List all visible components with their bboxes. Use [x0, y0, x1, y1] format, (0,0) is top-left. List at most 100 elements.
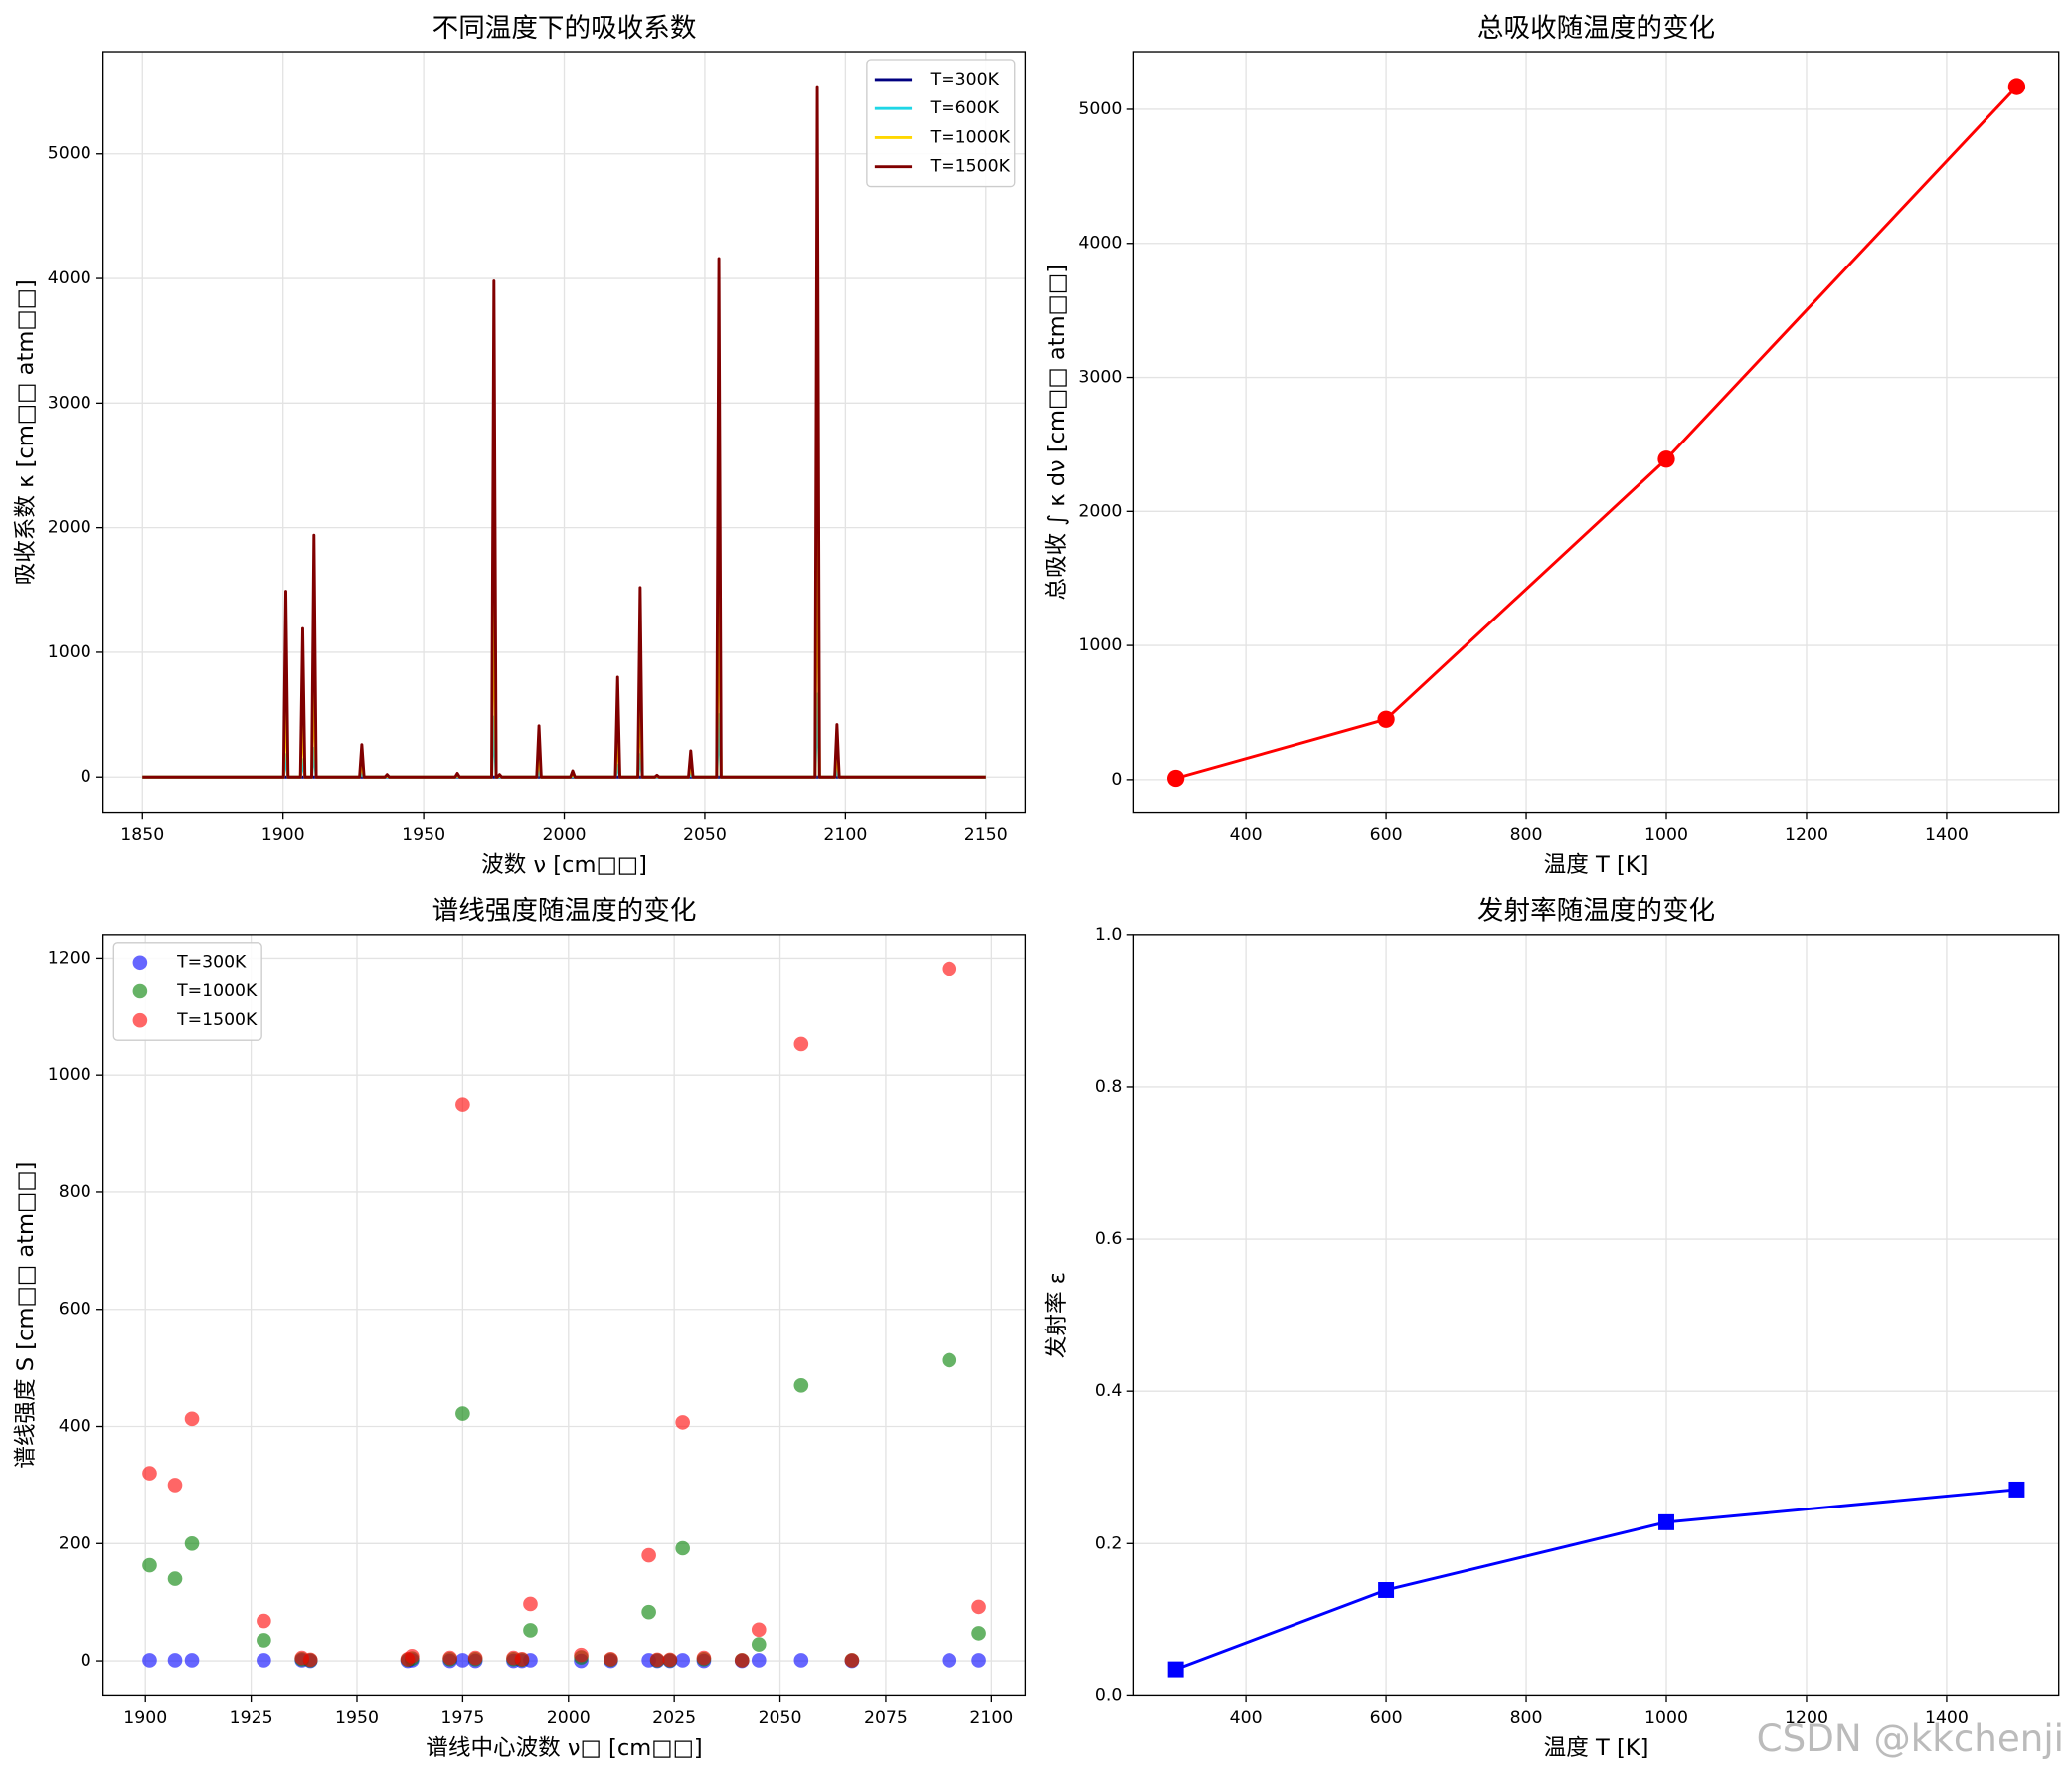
- plot-frame: [102, 51, 1027, 814]
- scatter-point: [455, 1097, 470, 1112]
- x-tick-label: 1850: [120, 825, 164, 845]
- x-tick-label: 800: [1510, 825, 1543, 845]
- y-tick-label: 4000: [48, 268, 91, 288]
- marker: [1377, 710, 1395, 728]
- data-line: [1175, 1488, 2017, 1671]
- marker: [1378, 1582, 1395, 1598]
- x-tick-label: 1400: [1925, 1708, 1969, 1728]
- y-axis-label: 总吸收 ∫ κ dν [cm□□ atm□□]: [1044, 265, 1070, 601]
- x-tick-label: 1975: [440, 1708, 484, 1728]
- x-tick-label: 2100: [823, 825, 867, 845]
- x-tick-label: 1900: [123, 1708, 167, 1728]
- y-tick-label: 1000: [48, 1065, 91, 1085]
- scatter-point: [514, 1651, 530, 1667]
- marker: [2007, 78, 2026, 95]
- scatter-point: [641, 1604, 656, 1620]
- y-tick-label: 600: [59, 1300, 91, 1320]
- scatter-point: [257, 1613, 271, 1629]
- y-tick-label: 3000: [1078, 368, 1122, 388]
- scatter-point: [257, 1633, 271, 1648]
- scatter-point: [971, 1653, 986, 1668]
- scatter-point: [455, 1653, 470, 1668]
- x-tick-label: 400: [1230, 825, 1263, 845]
- y-tick-label: 1.0: [1095, 925, 1122, 945]
- y-tick-label: 0.8: [1095, 1077, 1122, 1097]
- legend-label: T=1500K: [176, 1010, 258, 1030]
- legend-label: T=1500K: [930, 157, 1011, 177]
- scatter-point: [142, 1466, 157, 1481]
- marker: [2008, 1481, 2025, 1498]
- scatter-point: [793, 1653, 809, 1668]
- x-tick-label: 1950: [335, 1708, 379, 1728]
- x-tick-label: 1900: [261, 825, 305, 845]
- x-tick-label: 2150: [964, 825, 1008, 845]
- scatter-point: [167, 1653, 183, 1668]
- scatter-point: [302, 1652, 318, 1668]
- y-tick-label: 1000: [48, 642, 91, 662]
- data-line: [142, 85, 986, 779]
- marker: [1167, 769, 1185, 788]
- y-tick-label: 4000: [1078, 234, 1122, 254]
- scatter-point: [405, 1649, 420, 1664]
- x-tick-label: 1000: [1644, 825, 1688, 845]
- x-tick-label: 1925: [230, 1708, 273, 1728]
- scatter-point: [257, 1653, 271, 1668]
- x-tick-label: 2000: [547, 1708, 591, 1728]
- legend-swatch: [132, 955, 148, 971]
- x-tick-label: 1950: [402, 825, 445, 845]
- x-axis-label: 谱线中心波数 ν□ [cm□□]: [426, 1735, 702, 1761]
- y-tick-label: 3000: [48, 393, 91, 413]
- x-tick-label: 2100: [969, 1708, 1013, 1728]
- scatter-point: [793, 1377, 809, 1393]
- scatter-point: [844, 1653, 860, 1668]
- scatter-point: [641, 1547, 656, 1563]
- scatter-point: [167, 1478, 183, 1493]
- x-tick-label: 800: [1510, 1708, 1543, 1728]
- scatter-point: [574, 1647, 589, 1663]
- scatter-point: [604, 1651, 618, 1667]
- legend-label: T=1000K: [176, 981, 258, 1001]
- y-axis-label: 吸收系数 κ [cm□□ atm□□]: [13, 279, 39, 585]
- x-tick-label: 600: [1370, 1708, 1403, 1728]
- y-tick-label: 0.2: [1095, 1533, 1122, 1553]
- scatter-point: [696, 1650, 712, 1666]
- legend-label: T=1000K: [930, 127, 1011, 147]
- chart-title: 谱线强度随温度的变化: [432, 896, 697, 927]
- scatter-point: [184, 1411, 200, 1427]
- y-tick-label: 0.6: [1095, 1229, 1122, 1249]
- y-tick-label: 0: [1111, 770, 1122, 790]
- scatter-point: [942, 1352, 957, 1368]
- x-tick-label: 2000: [543, 825, 587, 845]
- x-tick-label: 2050: [759, 1708, 802, 1728]
- y-tick-label: 0.0: [1095, 1685, 1122, 1705]
- scatter-point: [734, 1653, 750, 1668]
- scatter-point: [793, 1036, 809, 1052]
- legend-box: [112, 942, 262, 1041]
- y-tick-label: 5000: [1078, 99, 1122, 119]
- legend-label: T=600K: [930, 98, 1000, 118]
- y-tick-label: 0: [81, 767, 91, 787]
- scatter-point: [942, 1653, 957, 1668]
- scatter-point: [649, 1652, 665, 1668]
- x-tick-label: 2025: [652, 1708, 696, 1728]
- scatter-point: [675, 1415, 690, 1430]
- scatter-point: [751, 1637, 767, 1652]
- y-tick-label: 1200: [48, 948, 91, 968]
- scatter-point: [142, 1557, 157, 1573]
- x-tick-label: 1000: [1644, 1708, 1688, 1728]
- x-axis-label: 波数 ν [cm□□]: [481, 852, 647, 878]
- scatter-point: [523, 1596, 538, 1612]
- x-tick-label: 2075: [864, 1708, 908, 1728]
- scatter-point: [184, 1653, 200, 1668]
- scatter-point: [942, 961, 957, 976]
- scatter-point: [142, 1653, 157, 1668]
- plot-frame: [1132, 934, 2060, 1697]
- y-tick-label: 200: [59, 1533, 91, 1553]
- chart-title: 发射率随温度的变化: [1477, 896, 1715, 927]
- x-tick-label: 1200: [1785, 1708, 1828, 1728]
- chart-title: 总吸收随温度的变化: [1477, 13, 1715, 44]
- y-tick-label: 5000: [48, 144, 91, 164]
- plot-frame: [102, 934, 1027, 1697]
